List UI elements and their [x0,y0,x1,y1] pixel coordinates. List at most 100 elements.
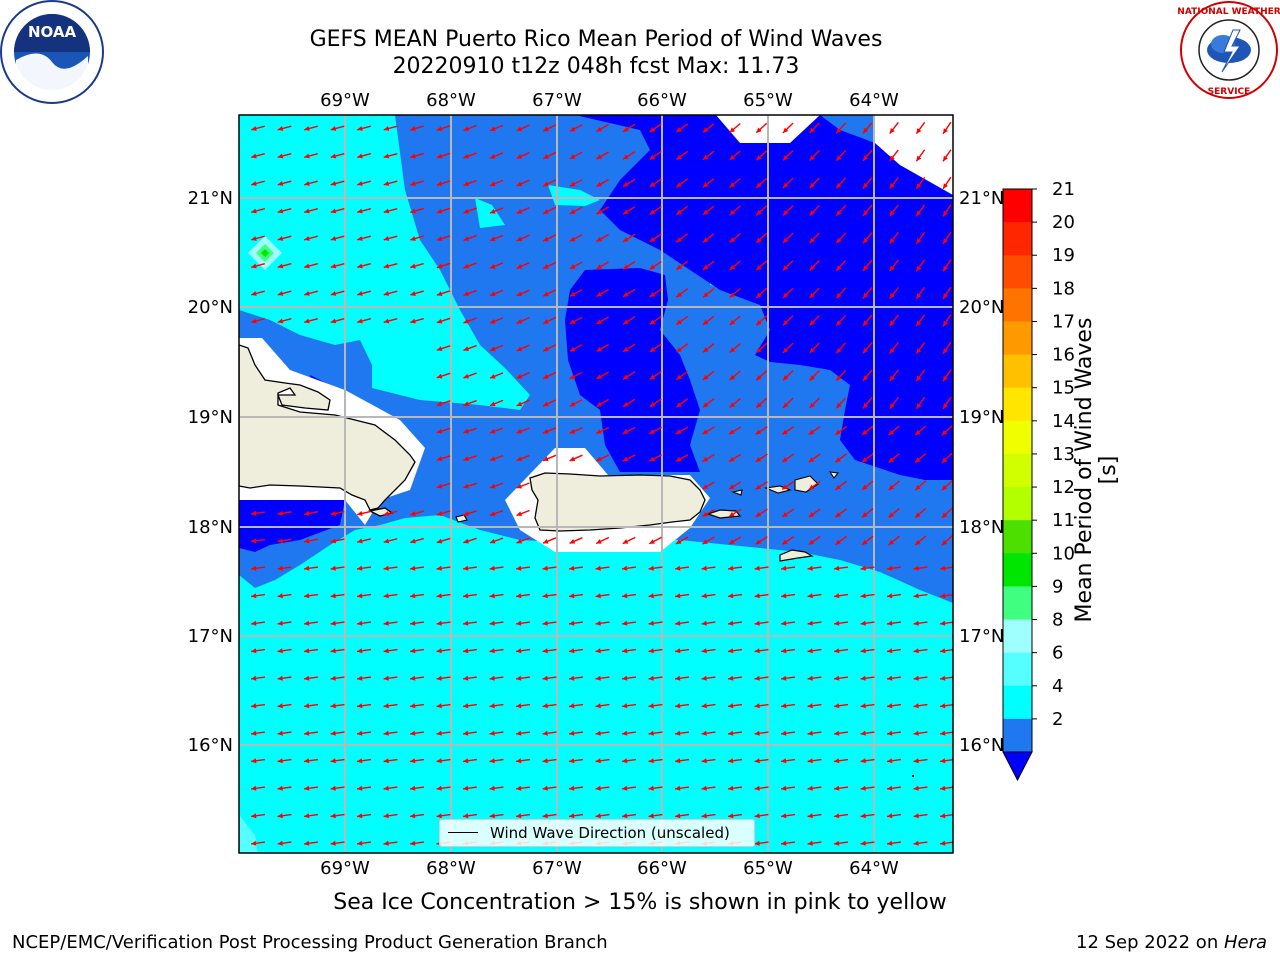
wave-direction-arrow [595,536,610,545]
wave-direction-arrow [330,840,345,846]
wave-direction-arrow [330,813,345,819]
wave-direction-arrow [489,593,504,599]
wave-direction-arrow [356,675,372,681]
wave-direction-arrow [569,454,583,462]
wave-direction-arrow [595,454,610,462]
wave-direction-arrow [780,785,796,791]
wave-direction-arrow [755,508,768,518]
wave-direction-arrow [462,730,478,736]
wave-direction-arrow [648,536,663,545]
wave-direction-arrow [383,510,398,516]
wave-direction-arrow [834,508,848,518]
lon-label: 67°W [532,90,582,111]
wave-direction-arrow [542,813,557,819]
colorbar-swatch [1003,354,1032,389]
wave-direction-arrow [915,121,926,135]
wave-direction-arrow [621,703,637,709]
wave-direction-arrow [515,730,531,736]
wave-direction-arrow [489,399,504,407]
wave-direction-arrow [782,342,794,354]
wave-direction-arrow [754,620,769,626]
wave-direction-arrow [595,565,610,571]
wave-direction-arrow [462,620,478,626]
wave-direction-arrow [303,813,319,819]
wave-direction-arrow [277,538,292,544]
lon-label: 65°W [743,90,793,111]
wave-direction-arrow [915,396,926,410]
wave-direction-arrow [782,150,794,161]
chart-subtitle: 20220910 t12z 048h fcst Max: 11.73 [392,54,800,79]
wave-direction-arrow [809,232,820,244]
wave-period-field [239,115,953,853]
wave-direction-arrow [782,177,794,189]
colorbar-tick-label: 11 [1052,510,1075,531]
ocean-patch [548,185,600,206]
wave-direction-arrow [436,125,451,132]
wave-direction-arrow [648,648,663,654]
wave-direction-arrow [330,620,345,626]
wave-direction-arrow [383,813,398,819]
wave-direction-arrow [277,730,292,736]
colorbar-tick-label: 10 [1052,543,1075,564]
wave-direction-arrow [939,813,953,819]
wave-direction-arrow [702,370,715,381]
wave-direction-arrow [595,785,610,791]
wave-direction-arrow [303,538,319,544]
wave-direction-arrow [621,758,637,764]
wave-direction-arrow [833,565,849,571]
wave-direction-arrow [489,648,504,654]
wave-direction-arrow [356,565,372,571]
wave-direction-arrow [250,565,266,571]
wave-direction-arrow [436,758,451,764]
lat-label: 21°N [959,188,1004,209]
wave-direction-arrow [755,205,768,216]
lon-label: 69°W [320,90,370,111]
wave-direction-arrow [835,314,847,327]
colorbar-frame [1002,188,1033,753]
wave-direction-arrow [489,372,504,379]
wave-direction-arrow [356,620,372,626]
wave-direction-arrow [489,289,504,297]
wave-direction-arrow [516,454,530,462]
wave-direction-arrow [542,316,557,325]
wave-direction-arrow [913,730,928,736]
wave-direction-arrow [807,648,822,654]
wave-direction-arrow [622,398,636,408]
wave-direction-arrow [542,151,557,160]
wave-direction-arrow [436,400,451,407]
wave-direction-arrow [833,675,849,681]
wave-direction-arrow [780,758,796,764]
wave-direction-arrow [357,263,371,269]
wave-direction-arrow [886,840,902,846]
wave-direction-arrow [941,507,953,519]
wave-direction-arrow [330,730,345,736]
wave-direction-arrow [754,703,769,709]
wave-direction-arrow [862,369,873,382]
wave-direction-arrow [675,536,689,545]
wave-direction-arrow [780,730,796,736]
wave-direction-arrow [304,263,318,269]
wave-direction-arrow [489,317,504,324]
wave-direction-arrow [516,151,530,160]
wave-direction-arrow [701,730,716,736]
wave-direction-arrow [939,648,953,654]
wave-direction-arrow [542,427,557,434]
ocean-patch [261,249,269,257]
wave-direction-arrow [568,620,584,626]
lon-labels-bottom: 69°W 68°W 67°W 66°W 65°W 64°W [320,858,899,879]
wave-direction-arrow [729,260,741,271]
wave-direction-arrow [516,289,530,297]
wave-direction-arrow [809,397,820,409]
wave-direction-arrow [914,507,927,519]
map-frame [238,114,954,854]
wave-direction-arrow [516,124,530,132]
wave-direction-arrow [702,426,715,435]
wave-direction-arrow [356,785,372,791]
wave-direction-arrow [939,730,953,736]
wave-direction-arrow [889,259,899,272]
wave-direction-arrow [542,785,557,791]
wave-direction-arrow [516,371,530,380]
wave-direction-arrow [516,316,530,325]
wave-direction-arrow [833,785,849,791]
wave-direction-arrow [701,703,716,709]
